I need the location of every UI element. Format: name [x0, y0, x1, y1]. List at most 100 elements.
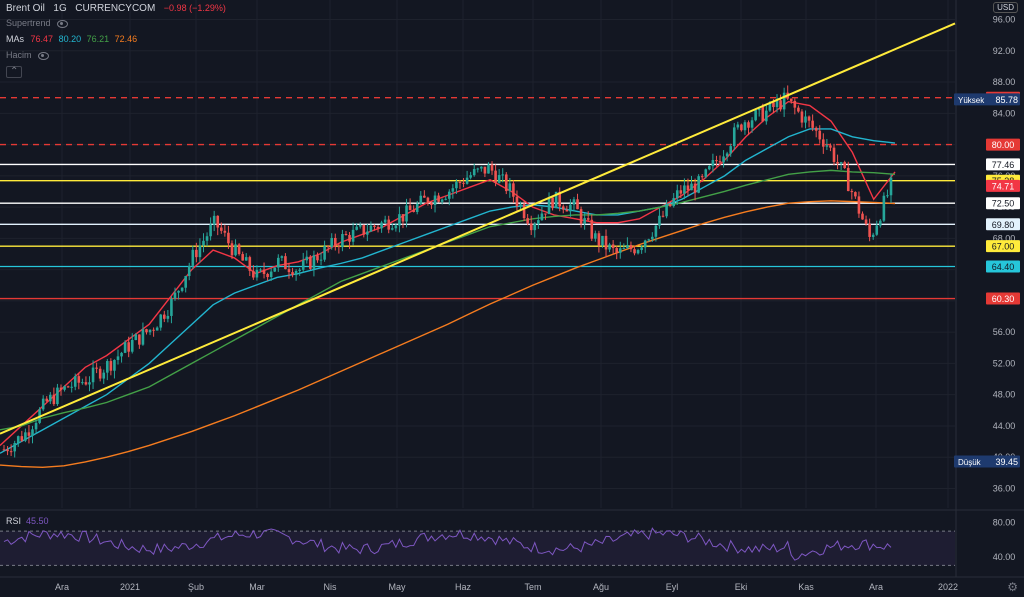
- price-label-bg: [986, 158, 1020, 171]
- time-tick: Ara: [55, 582, 69, 592]
- candle: [779, 100, 782, 110]
- candle: [276, 257, 280, 268]
- candle: [419, 195, 423, 204]
- time-tick: Eki: [735, 582, 748, 592]
- candle: [145, 329, 148, 333]
- trend-line[interactable]: [0, 22, 956, 435]
- candle: [166, 315, 170, 319]
- candle: [661, 215, 665, 217]
- candle: [643, 240, 647, 248]
- price-tick: 96.00: [993, 15, 1016, 25]
- candle: [675, 190, 679, 199]
- candle: [423, 195, 426, 198]
- candle: [583, 218, 586, 224]
- candle: [95, 367, 98, 369]
- price-label-bg: [986, 260, 1020, 273]
- candle: [576, 199, 579, 210]
- candle: [262, 269, 266, 274]
- candle: [138, 334, 141, 345]
- candle: [747, 122, 750, 128]
- candle: [369, 225, 373, 232]
- candle: [800, 111, 804, 123]
- candle: [348, 234, 351, 242]
- candle: [180, 287, 184, 291]
- symbol-name[interactable]: Brent Oil: [6, 3, 45, 14]
- candle: [501, 174, 505, 176]
- candle: [109, 361, 113, 371]
- candle: [312, 255, 316, 269]
- candle: [797, 107, 800, 112]
- currency-button[interactable]: USD: [993, 2, 1018, 13]
- candle: [569, 204, 572, 212]
- candle: [173, 292, 177, 299]
- candle: [155, 327, 159, 331]
- candle: [284, 256, 287, 270]
- candle: [818, 130, 822, 140]
- price-label: 67.00: [992, 242, 1015, 252]
- candle: [6, 449, 9, 452]
- candle: [765, 110, 768, 122]
- interval[interactable]: 1G: [53, 3, 67, 14]
- candle: [152, 329, 155, 331]
- candle: [814, 127, 818, 131]
- candle: [551, 197, 554, 209]
- price-label: 64.40: [992, 262, 1015, 272]
- candle: [825, 145, 829, 147]
- ma-value: 72.46: [114, 34, 138, 44]
- candle: [59, 387, 63, 390]
- candle: [259, 269, 262, 271]
- candle: [351, 229, 355, 242]
- candle: [504, 174, 508, 192]
- candle: [13, 443, 16, 452]
- mas-legend[interactable]: MAs 76.47 80.20 76.21 72.46: [6, 34, 137, 44]
- candle: [123, 342, 127, 353]
- price-tick: 36.00: [993, 483, 1016, 493]
- moving-averages: [0, 100, 896, 469]
- candle: [512, 183, 515, 197]
- candle: [341, 233, 344, 248]
- candle: [366, 231, 369, 235]
- symbol-legend: Brent Oil 1G CURRENCYCOM −0.98 (−1.29%): [6, 3, 226, 14]
- candle: [879, 220, 882, 226]
- candle: [102, 372, 106, 379]
- candle: [319, 259, 323, 261]
- candle: [761, 107, 765, 122]
- candle: [836, 161, 839, 164]
- candle: [608, 244, 611, 250]
- candle: [45, 398, 49, 402]
- grid: [0, 0, 955, 508]
- eye-icon[interactable]: [57, 19, 69, 28]
- candle: [472, 168, 476, 176]
- price-tick: 92.00: [993, 46, 1016, 56]
- candle: [195, 249, 198, 258]
- candle: [683, 185, 686, 194]
- candle: [31, 429, 34, 436]
- candle: [159, 314, 163, 328]
- gear-icon[interactable]: ⚙: [1007, 580, 1018, 594]
- volume-legend[interactable]: Hacim: [6, 50, 50, 60]
- candle: [134, 334, 138, 340]
- chevron-up-icon[interactable]: ⌃: [6, 66, 23, 78]
- candle: [91, 367, 95, 383]
- candle: [483, 166, 487, 174]
- candle: [280, 256, 284, 258]
- mas-label: MAs: [6, 34, 24, 44]
- candle: [839, 162, 843, 164]
- candle: [273, 267, 277, 272]
- supertrend-legend[interactable]: Supertrend: [6, 18, 69, 28]
- candle: [465, 177, 469, 184]
- candle: [864, 219, 868, 224]
- candle: [508, 183, 512, 192]
- candle: [344, 233, 348, 235]
- time-tick: Mar: [249, 582, 265, 592]
- candle: [24, 432, 27, 441]
- rsi-line: [3, 527, 892, 561]
- candle: [554, 191, 558, 209]
- eye-icon[interactable]: [38, 51, 50, 60]
- time-tick: Nis: [324, 582, 337, 592]
- price-label: 72.50: [992, 199, 1015, 209]
- candle: [81, 382, 84, 384]
- candle: [715, 160, 718, 162]
- price-axis: 96.0092.0088.0084.0080.0076.0072.0068.00…: [955, 0, 1016, 577]
